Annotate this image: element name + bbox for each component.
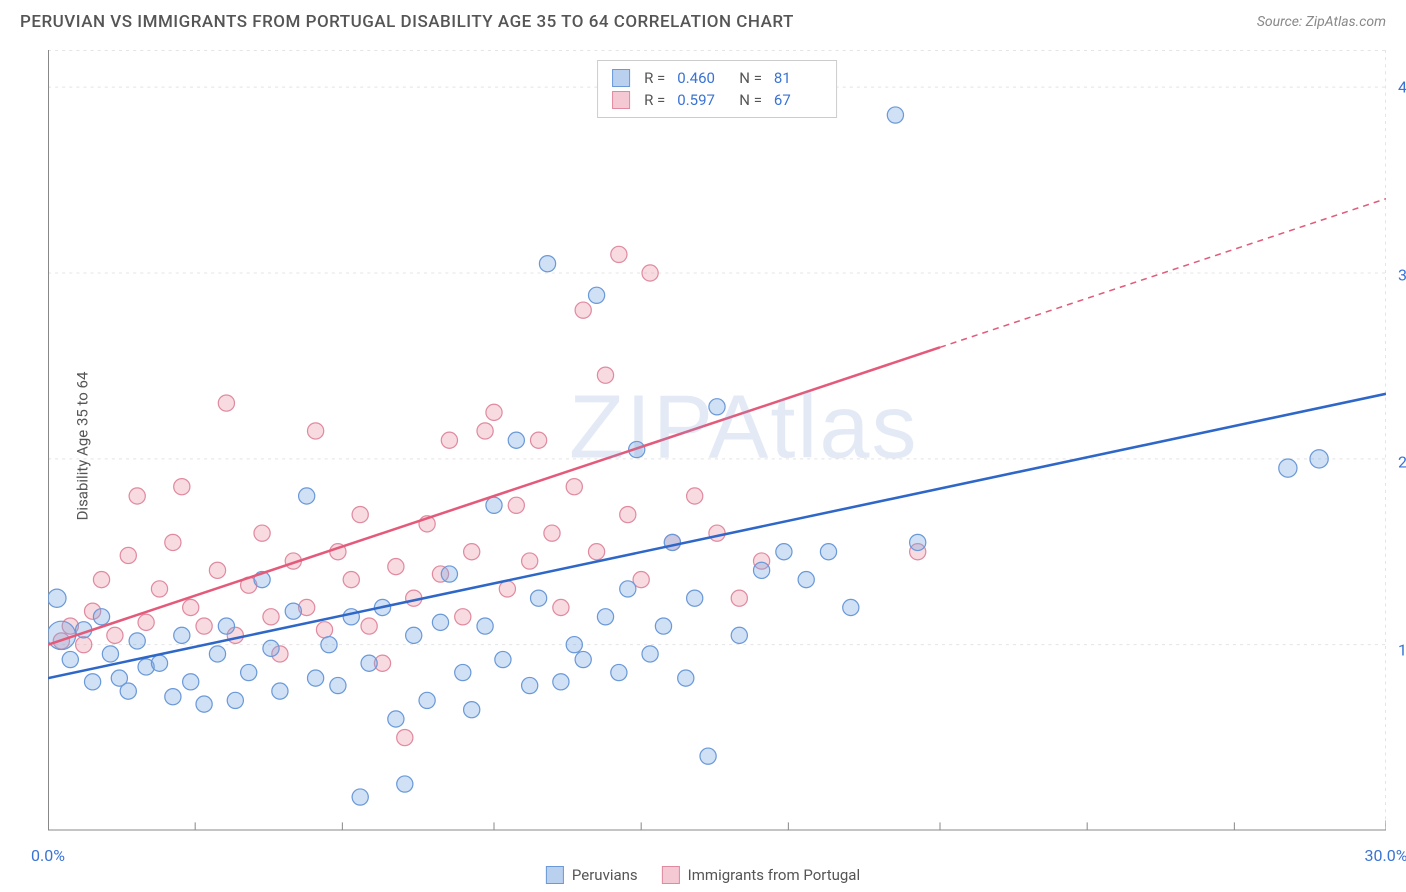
y-tick-label: 20.0%: [1398, 453, 1406, 472]
legend-item-portugal: Immigrants from Portugal: [662, 866, 860, 884]
swatch-pink: [612, 91, 630, 109]
x-tick-label: 30.0%: [1365, 846, 1406, 865]
x-tick-label: 0.0%: [31, 846, 65, 865]
swatch-blue: [612, 69, 630, 87]
r-label: R =: [644, 91, 665, 109]
legend-item-peruvians: Peruvians: [546, 866, 638, 884]
scatter-plot: [48, 50, 1386, 831]
legend-label-portugal: Immigrants from Portugal: [688, 866, 860, 884]
n-value-portugal: 67: [774, 91, 822, 109]
chart-title: PERUVIAN VS IMMIGRANTS FROM PORTUGAL DIS…: [20, 12, 794, 32]
n-value-peruvians: 81: [774, 69, 822, 87]
n-label: N =: [739, 91, 762, 109]
swatch-pink: [662, 866, 680, 884]
legend-label-peruvians: Peruvians: [572, 866, 638, 884]
y-tick-label: 30.0%: [1398, 265, 1406, 284]
legend-row-peruvians: R = 0.460 N = 81: [612, 67, 822, 89]
y-tick-label: 10.0%: [1398, 640, 1406, 659]
source-attribution: Source: ZipAtlas.com: [1257, 14, 1386, 30]
r-value-portugal: 0.597: [677, 91, 725, 109]
y-tick-label: 40.0%: [1398, 78, 1406, 97]
header: PERUVIAN VS IMMIGRANTS FROM PORTUGAL DIS…: [0, 0, 1406, 40]
r-label: R =: [644, 69, 665, 87]
n-label: N =: [739, 69, 762, 87]
r-value-peruvians: 0.460: [677, 69, 725, 87]
series-legend: Peruvians Immigrants from Portugal: [546, 866, 860, 884]
chart-area: ZIPAtlas R = 0.460 N = 81 R = 0.597 N = …: [48, 50, 1386, 837]
legend-row-portugal: R = 0.597 N = 67: [612, 89, 822, 111]
swatch-blue: [546, 866, 564, 884]
correlation-legend: R = 0.460 N = 81 R = 0.597 N = 67: [597, 60, 837, 118]
